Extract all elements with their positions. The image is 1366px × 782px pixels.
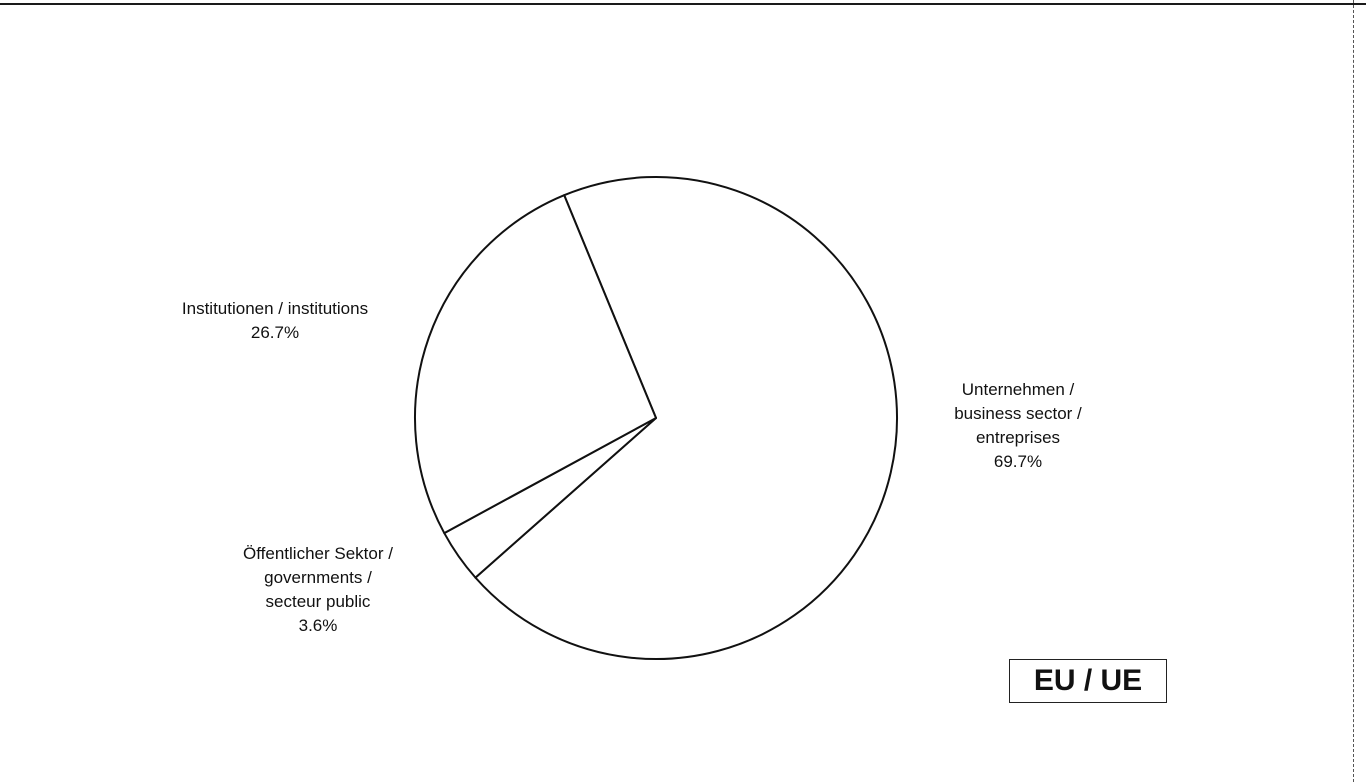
slice-label-public-sector-line-3: secteur public (265, 592, 371, 611)
pie-slice-institutions (414, 194, 657, 535)
slice-label-public-sector: Öffentlicher Sektor / governments / sect… (188, 542, 448, 638)
slice-value-business-sector: 69.7% (993, 452, 1043, 471)
slice-label-public-sector-line-1: Öffentlicher Sektor / (243, 544, 393, 563)
slice-label-institutions-line-1: Institutionen / institutions (181, 299, 369, 318)
right-border (1353, 0, 1354, 782)
slice-label-public-sector-line-2: governments / (264, 568, 372, 587)
slice-label-business-sector-line-2: business sector / (954, 404, 1082, 423)
slice-label-business-sector-line-3: entreprises (975, 428, 1061, 447)
slice-label-business-sector: Unternehmen / business sector / entrepri… (908, 378, 1128, 474)
slice-label-business-sector-line-1: Unternehmen / (961, 380, 1075, 399)
slice-value-public-sector: 3.6% (298, 616, 338, 635)
slice-label-institutions: Institutionen / institutions 26.7% (130, 297, 420, 345)
region-badge: EU / UE (1009, 659, 1167, 703)
top-border (0, 3, 1366, 5)
pie-slices (414, 176, 898, 660)
slice-value-institutions: 26.7% (250, 323, 300, 342)
pie-slice-business-sector (474, 176, 898, 660)
